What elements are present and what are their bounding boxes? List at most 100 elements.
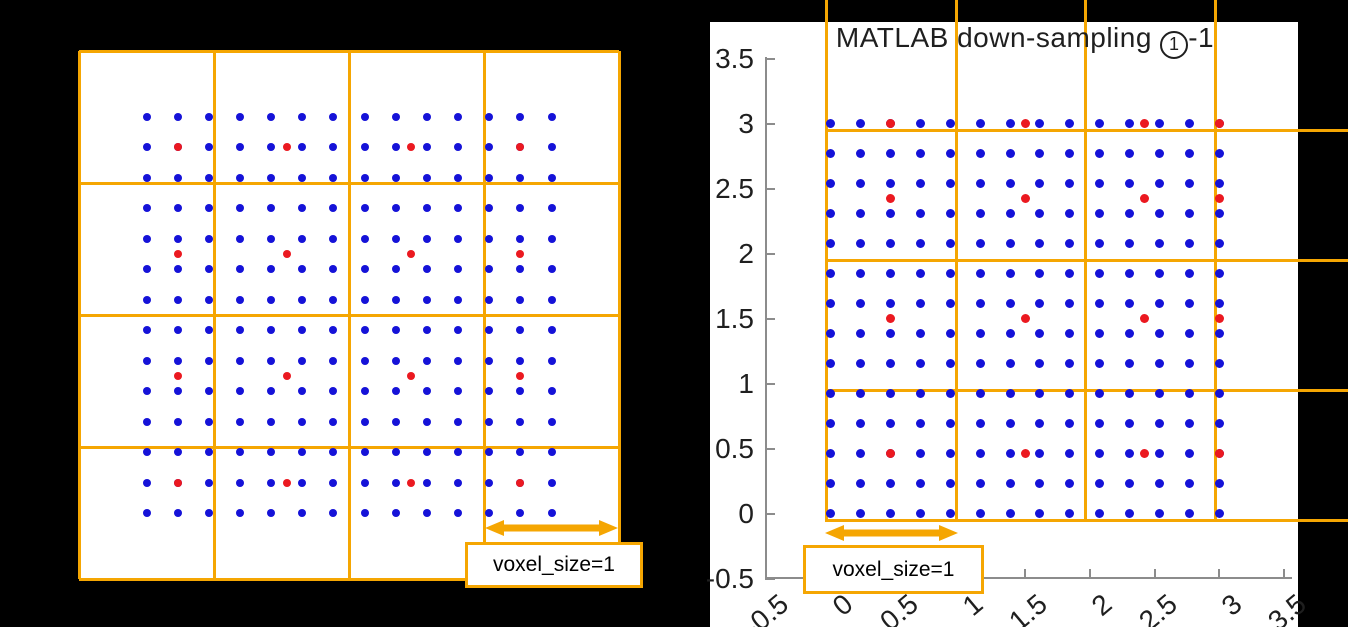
y-tick-label: 0.5	[715, 432, 754, 464]
blue-point	[142, 113, 151, 121]
blue-point	[915, 299, 925, 308]
blue-point	[945, 179, 955, 188]
blue-point	[1005, 329, 1015, 338]
blue-point	[886, 329, 896, 338]
blue-point	[454, 387, 463, 396]
blue-point	[454, 356, 463, 365]
blue-point	[945, 149, 955, 158]
red-centroid-point	[1214, 449, 1224, 458]
blue-point	[1095, 509, 1105, 518]
y-tick-mark	[766, 577, 775, 580]
blue-point	[298, 417, 307, 426]
blue-point	[235, 417, 244, 426]
blue-point	[1005, 149, 1015, 158]
circled-one-icon: 1	[1160, 30, 1189, 59]
blue-point	[267, 265, 276, 274]
blue-point	[142, 143, 151, 152]
blue-point	[204, 204, 213, 213]
blue-point	[391, 448, 400, 457]
blue-point	[1035, 119, 1045, 128]
blue-point	[173, 356, 182, 365]
blue-point	[360, 356, 369, 365]
red-centroid-point	[173, 143, 182, 152]
blue-point	[1184, 389, 1194, 398]
y-tick-label: 0	[738, 497, 754, 529]
blue-point	[886, 179, 896, 188]
blue-point	[267, 204, 276, 213]
blue-point	[1035, 209, 1045, 218]
blue-point	[975, 179, 985, 188]
red-centroid-point	[282, 143, 291, 152]
blue-point	[454, 478, 463, 487]
blue-point	[1154, 389, 1164, 398]
blue-point	[516, 326, 525, 335]
blue-point	[485, 326, 494, 335]
red-centroid-point	[1214, 314, 1224, 323]
blue-point	[391, 265, 400, 274]
blue-point	[267, 448, 276, 457]
blue-point	[422, 356, 431, 365]
red-centroid-point	[1140, 314, 1150, 323]
blue-point	[235, 265, 244, 274]
y-tick-mark	[766, 447, 775, 450]
blue-point	[1184, 119, 1194, 128]
blue-point	[1184, 329, 1194, 338]
x-tick-label: 2	[1085, 588, 1118, 622]
blue-point	[547, 448, 556, 457]
blue-point	[235, 326, 244, 335]
blue-point	[886, 479, 896, 488]
blue-point	[1154, 209, 1164, 218]
y-tick-mark	[766, 252, 775, 255]
red-centroid-point	[407, 371, 416, 380]
blue-point	[173, 204, 182, 213]
blue-point	[142, 265, 151, 274]
blue-point	[142, 417, 151, 426]
blue-point	[975, 389, 985, 398]
blue-point	[235, 173, 244, 182]
blue-point	[1065, 479, 1075, 488]
red-centroid-point	[282, 250, 291, 259]
blue-point	[267, 417, 276, 426]
blue-point	[422, 204, 431, 213]
blue-point	[360, 113, 369, 121]
blue-point	[142, 204, 151, 213]
blue-point	[1095, 359, 1105, 368]
blue-point	[516, 113, 525, 121]
blue-point	[267, 295, 276, 304]
blue-point	[547, 478, 556, 487]
x-tick-label: 3	[1215, 588, 1248, 622]
red-centroid-point	[1020, 314, 1030, 323]
blue-point	[422, 265, 431, 274]
blue-point	[142, 448, 151, 457]
blue-point	[1005, 119, 1015, 128]
blue-point	[1035, 269, 1045, 278]
blue-point	[1125, 209, 1135, 218]
blue-point	[516, 173, 525, 182]
blue-point	[391, 204, 400, 213]
blue-point	[329, 143, 338, 152]
blue-point	[945, 359, 955, 368]
blue-point	[298, 204, 307, 213]
blue-point	[1005, 479, 1015, 488]
blue-point	[886, 509, 896, 518]
blue-point	[1184, 299, 1194, 308]
blue-point	[915, 179, 925, 188]
blue-point	[945, 449, 955, 458]
blue-point	[547, 113, 556, 121]
blue-point	[1095, 389, 1105, 398]
blue-point	[267, 387, 276, 396]
blue-point	[1214, 509, 1224, 518]
blue-point	[1065, 359, 1075, 368]
blue-point	[975, 299, 985, 308]
blue-point	[391, 387, 400, 396]
blue-point	[422, 113, 431, 121]
blue-point	[975, 209, 985, 218]
blue-point	[915, 419, 925, 428]
blue-point	[915, 449, 925, 458]
blue-point	[856, 119, 866, 128]
y-tick-mark	[766, 382, 775, 385]
blue-point	[204, 387, 213, 396]
blue-point	[454, 295, 463, 304]
blue-point	[173, 326, 182, 335]
